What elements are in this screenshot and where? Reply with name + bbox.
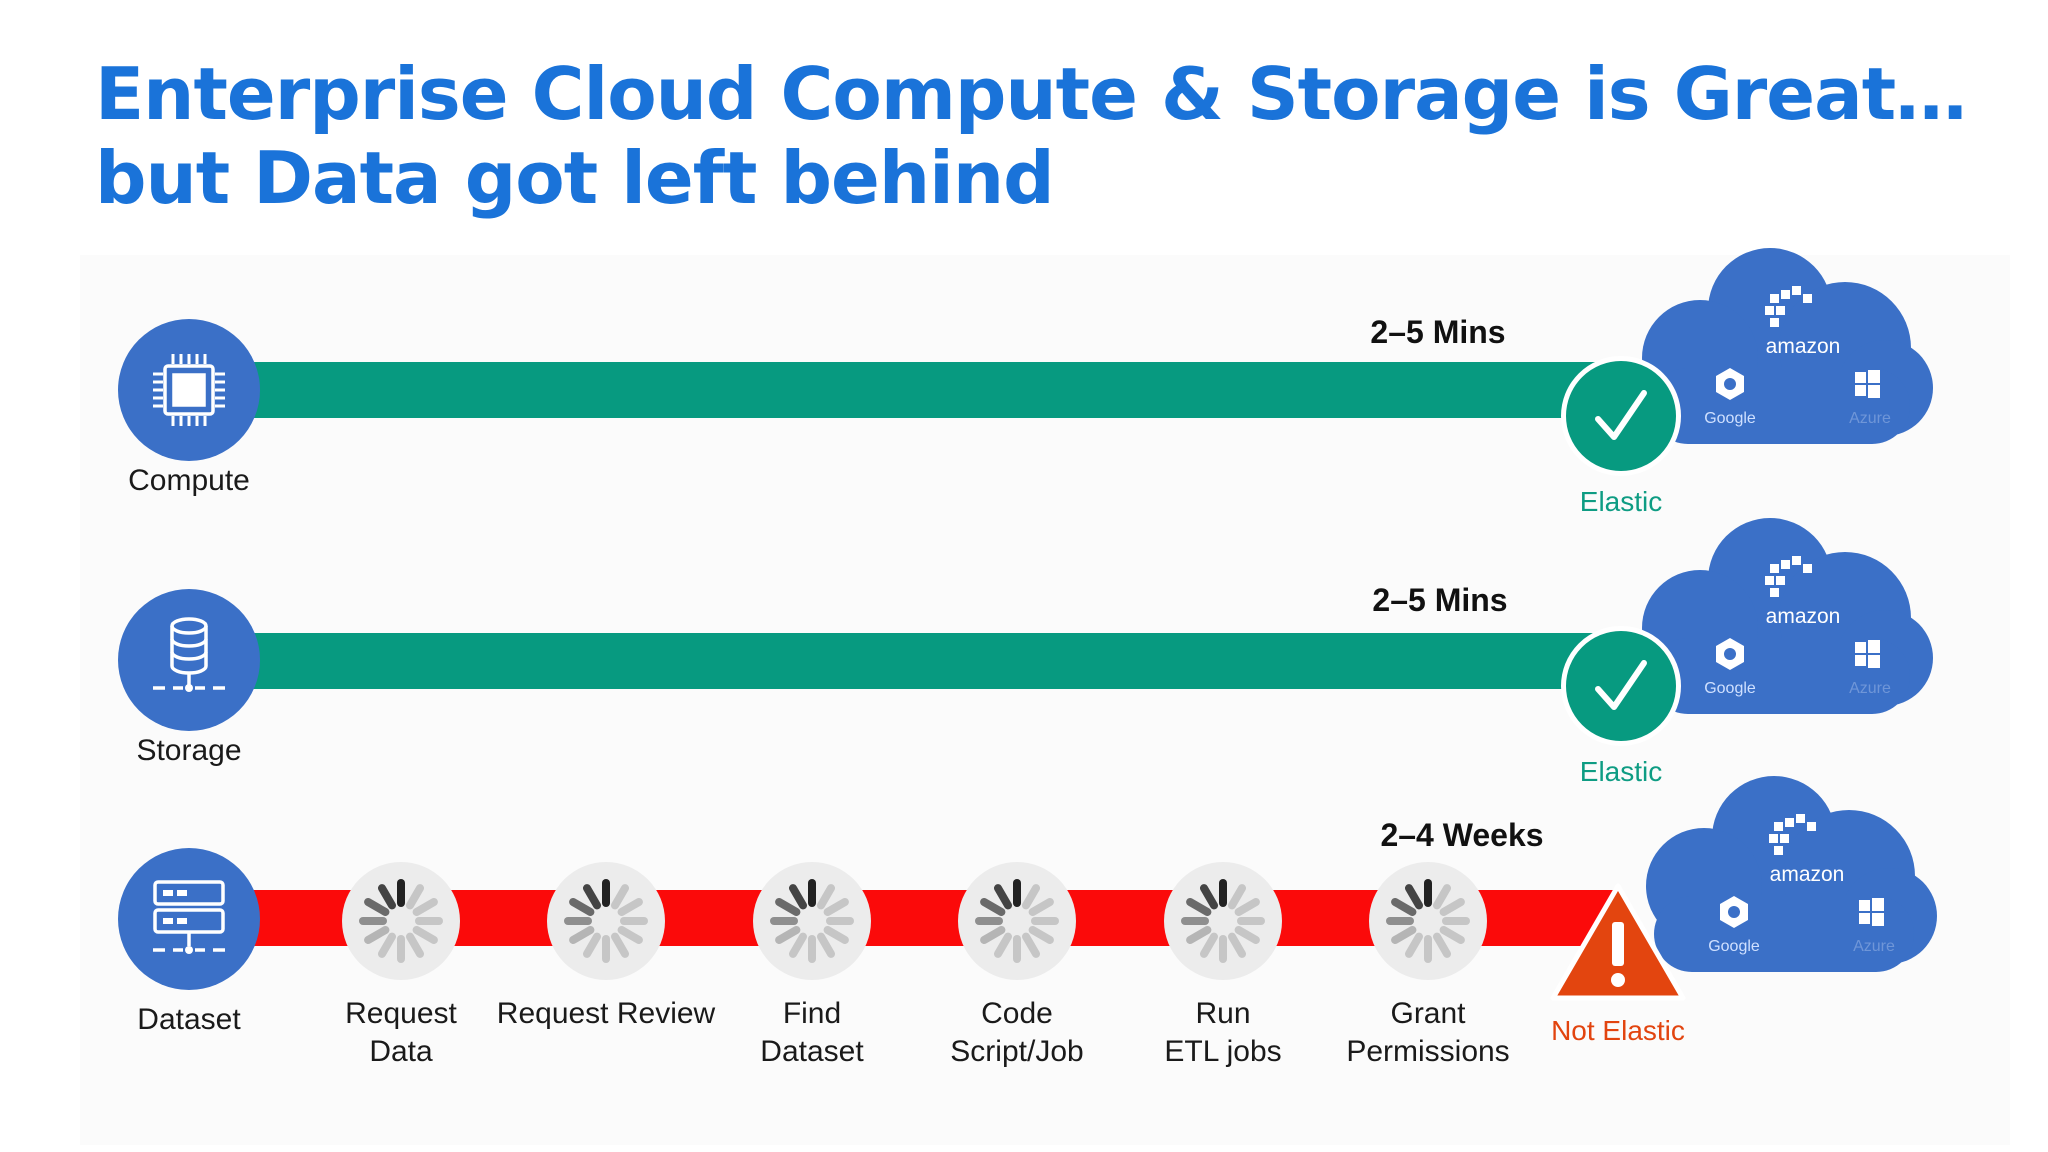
amazon-logo-icon [1769,814,1816,855]
compute-node [118,319,260,461]
storage-check-badge [1561,626,1681,746]
checkmark-icon [1595,390,1647,440]
amazon-wordmark: amazon [1766,335,1841,358]
dataset-time: 2–4 Weeks [1380,817,1544,853]
database-icon [153,617,225,692]
step-label-run-etl: Run ETL jobs [1164,997,1282,1068]
cpu-chip-icon [153,354,225,426]
loading-spinner-icon [1386,879,1470,963]
compute-status: Elastic [1579,486,1663,517]
loading-spinner-icon [770,879,854,963]
storage-status: Elastic [1579,756,1663,787]
compute-label: Compute [128,464,250,497]
azure-wordmark: Azure [1849,410,1891,427]
dataset-node [118,848,260,990]
loading-spinner-icon [1181,879,1265,963]
cloud-providers-storage: amazon Google Azure [1642,518,1933,714]
step-label-code-script: Code Script/Job [950,997,1084,1068]
dataset-status: Not Elastic [1551,1015,1685,1046]
storage-label: Storage [136,734,242,767]
amazon-wordmark: amazon [1766,605,1841,628]
loading-spinner-icon [975,879,1059,963]
cloud-providers-dataset: amazon Google Azure [1646,776,1937,972]
step-label-request-data: Request Data [345,997,457,1068]
storage-node [118,589,260,731]
azure-wordmark: Azure [1849,680,1891,697]
step-run-etl-spinner [1164,862,1282,980]
checkmark-icon [1595,660,1647,710]
loading-spinner-icon [359,879,443,963]
compute-time: 2–5 Mins [1370,314,1506,350]
google-wordmark: Google [1704,410,1756,427]
step-find-dataset-spinner [753,862,871,980]
warning-triangle-icon [1550,883,1686,1001]
loading-spinner-icon [564,879,648,963]
step-grant-permissions-spinner [1369,862,1487,980]
azure-logo-icon [1855,640,1880,668]
azure-wordmark: Azure [1853,938,1895,955]
step-request-review-spinner [547,862,665,980]
step-label-request-review: Request Review [496,997,716,1030]
step-code-script-spinner [958,862,1076,980]
dataset-label: Dataset [137,1003,241,1036]
google-wordmark: Google [1704,680,1756,697]
compute-timeline-bar [235,362,1625,418]
step-label-grant-permissions: Grant Permissions [1346,997,1510,1068]
azure-logo-icon [1859,898,1884,926]
amazon-logo-icon [1765,286,1812,327]
amazon-wordmark: amazon [1770,863,1845,886]
storage-time: 2–5 Mins [1372,582,1508,618]
server-rack-icon [153,880,225,954]
title-line-1: Enterprise Cloud Compute & Storage is Gr… [95,52,1967,136]
amazon-logo-icon [1765,556,1812,597]
google-wordmark: Google [1708,938,1760,955]
cloud-providers-compute: amazon Google Azure [1642,248,1933,444]
storage-timeline-bar [235,633,1625,689]
step-request-data-spinner [342,862,460,980]
step-label-find-dataset: Find Dataset [760,997,864,1068]
compute-check-badge [1561,356,1681,476]
azure-logo-icon [1855,370,1880,398]
title-line-2: but Data got left behind [95,136,1055,220]
